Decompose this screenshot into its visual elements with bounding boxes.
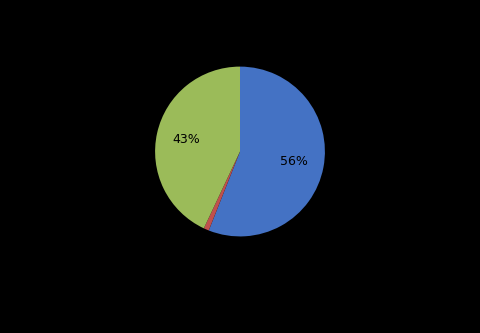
Text: 43%: 43% [172, 133, 200, 146]
Wedge shape [204, 152, 240, 230]
Wedge shape [209, 67, 325, 236]
Wedge shape [155, 67, 240, 228]
Legend: , , : , , [184, 330, 296, 333]
Text: 56%: 56% [280, 156, 308, 168]
